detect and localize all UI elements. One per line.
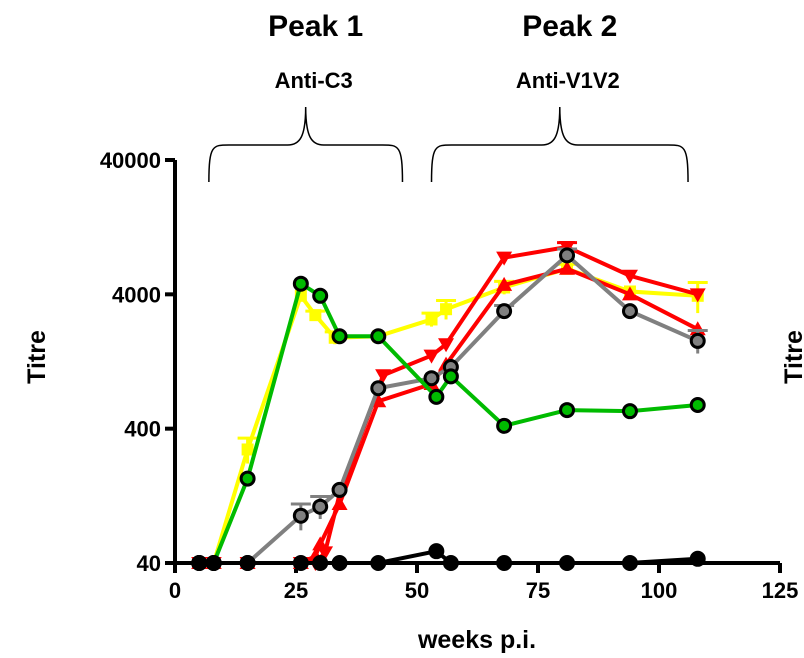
axes — [173, 160, 780, 565]
data-point — [423, 349, 440, 364]
y-axis-title-right: Titre — [780, 330, 804, 384]
data-point — [292, 555, 309, 571]
data-point — [425, 313, 438, 326]
data-point — [205, 555, 222, 571]
series-6 — [191, 543, 706, 571]
data-point — [239, 470, 256, 487]
data-point — [370, 380, 387, 397]
ticks: 0 25 50 75 100 125 40 400 4000 40000 — [100, 148, 799, 603]
x-tick-label: 50 — [405, 578, 429, 603]
data-point — [559, 247, 576, 264]
data-point — [621, 555, 638, 571]
data-point — [559, 260, 576, 275]
y-tick-label: 40000 — [100, 148, 161, 173]
data-point — [239, 555, 256, 571]
x-tick-label: 75 — [526, 578, 550, 603]
data-point — [621, 269, 638, 284]
y-tick-label: 40 — [137, 551, 161, 576]
data-point — [292, 507, 309, 524]
data-point — [689, 288, 706, 303]
data-point — [312, 287, 329, 304]
data-point — [370, 328, 387, 345]
data-point — [317, 546, 334, 561]
data-point — [375, 369, 392, 384]
y-axis-title: Titre — [23, 330, 51, 384]
y-tick-label: 400 — [124, 417, 161, 442]
x-tick-label: 0 — [169, 578, 181, 603]
peak-annotations: Peak 1 Anti-C3 Peak 2 Anti-V1V2 — [208, 10, 689, 183]
data-point — [496, 276, 513, 291]
data-point — [370, 555, 387, 571]
data-point — [440, 303, 453, 316]
data-point — [428, 388, 445, 405]
data-point — [423, 370, 440, 387]
data-point — [496, 417, 513, 434]
data-point — [191, 555, 208, 571]
x-tick-label: 125 — [762, 578, 799, 603]
peak-1-subtitle: Anti-C3 — [275, 68, 353, 93]
data-point — [689, 332, 706, 349]
x-axis-title: weeks p.i. — [417, 626, 536, 654]
data-point — [312, 498, 329, 515]
data-point — [331, 481, 348, 498]
peak-1-title: Peak 1 — [268, 10, 363, 43]
data-point — [621, 403, 638, 420]
data-point — [496, 555, 513, 571]
series-5 — [191, 275, 706, 571]
peak-2-subtitle: Anti-V1V2 — [516, 68, 620, 93]
data-point — [621, 303, 638, 320]
data-point — [442, 368, 459, 385]
data-point — [331, 555, 348, 571]
peak-2-brace — [430, 106, 689, 183]
peak-2-title: Peak 2 — [522, 10, 617, 43]
data-point — [689, 550, 706, 567]
x-tick-label: 25 — [284, 578, 308, 603]
peak-1-brace — [208, 106, 404, 183]
data-point — [331, 328, 348, 345]
series-3-line — [199, 245, 699, 565]
series-group — [191, 241, 708, 571]
data-point — [438, 338, 455, 353]
data-point — [496, 303, 513, 320]
data-point — [689, 397, 706, 414]
data-point — [496, 251, 513, 266]
x-tick-label: 100 — [641, 578, 678, 603]
data-point — [241, 443, 254, 456]
data-point — [312, 555, 329, 571]
data-point — [292, 275, 309, 292]
y-tick-label: 4000 — [112, 282, 161, 307]
data-point — [309, 309, 322, 322]
data-point — [559, 402, 576, 419]
series-5-line — [199, 281, 698, 565]
data-point — [442, 555, 459, 571]
data-point — [621, 286, 638, 301]
data-point — [428, 543, 445, 560]
data-point — [559, 555, 576, 571]
